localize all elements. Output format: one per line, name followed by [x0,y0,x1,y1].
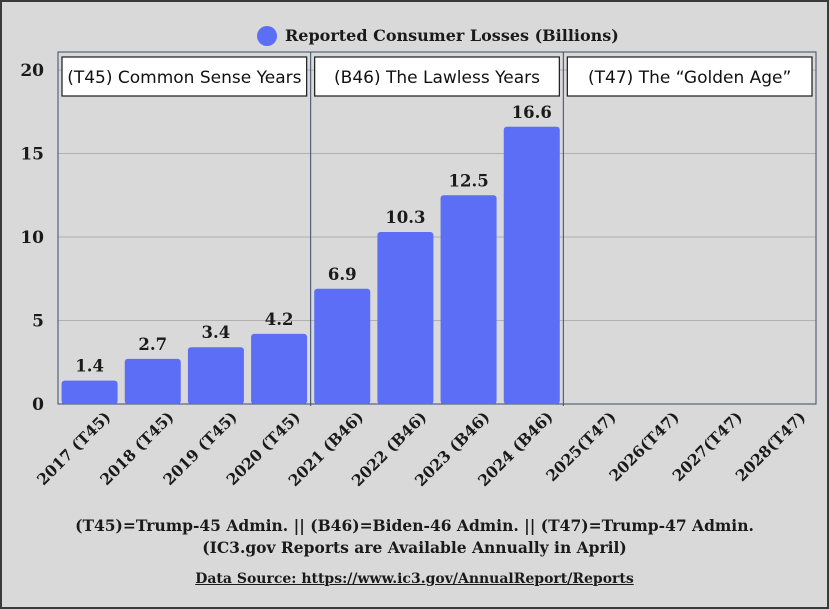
bar [440,195,497,404]
y-tick-label: 20 [20,61,44,81]
footer-note: (IC3.gov Reports are Available Annually … [202,538,627,557]
legend: Reported Consumer Losses (Billions) [257,26,619,46]
bar [187,347,244,404]
legend-marker [257,26,277,46]
bar [124,358,181,404]
data-label: 10.3 [385,208,425,227]
y-tick-label: 10 [20,228,44,248]
bar [503,126,560,404]
era-annotation-label: (T45) Common Sense Years [67,68,301,88]
data-label: 3.4 [202,323,231,342]
y-tick-label: 15 [20,145,44,165]
data-label: 4.2 [265,310,294,329]
footer-source: Data Source: https://www.ic3.gov/AnnualR… [195,571,634,587]
bars [61,126,560,404]
y-tick-label: 0 [32,395,44,415]
era-annotation-box [314,56,560,97]
footer-abbreviations: (T45)=Trump-45 Admin. || (B46)=Biden-46 … [75,516,754,535]
data-label: 16.6 [512,103,552,122]
bar-chart: (T45) Common Sense Years (B46) The Lawles… [20,26,817,490]
data-label: 6.9 [328,265,357,284]
grid-lines [58,69,816,405]
bar [314,288,371,404]
data-labels: 1.4 2.7 3.4 4.2 6.9 10.3 12.5 16.6 [75,103,552,376]
bar [377,231,434,404]
data-label: 12.5 [448,171,488,190]
bar [61,380,118,404]
data-label: 1.4 [75,357,104,376]
era-sections: (T45) Common Sense Years (B46) The Lawles… [57,51,817,406]
plot-border [57,51,817,405]
era-annotation-box [61,56,308,97]
bar [251,333,308,404]
era-annotation-box [566,56,813,97]
data-label: 2.7 [138,335,167,354]
y-axis-ticks: 0 5 10 15 20 [20,61,44,415]
era-annotation-label: (T47) The “Golden Age” [588,68,791,88]
x-axis-ticks: 2017 (T45)2018 (T45)2019 (T45)2020 (T45)… [33,407,809,490]
era-annotation-label: (B46) The Lawless Years [334,68,540,88]
legend-label: Reported Consumer Losses (Billions) [285,26,619,45]
y-tick-label: 5 [32,312,44,332]
